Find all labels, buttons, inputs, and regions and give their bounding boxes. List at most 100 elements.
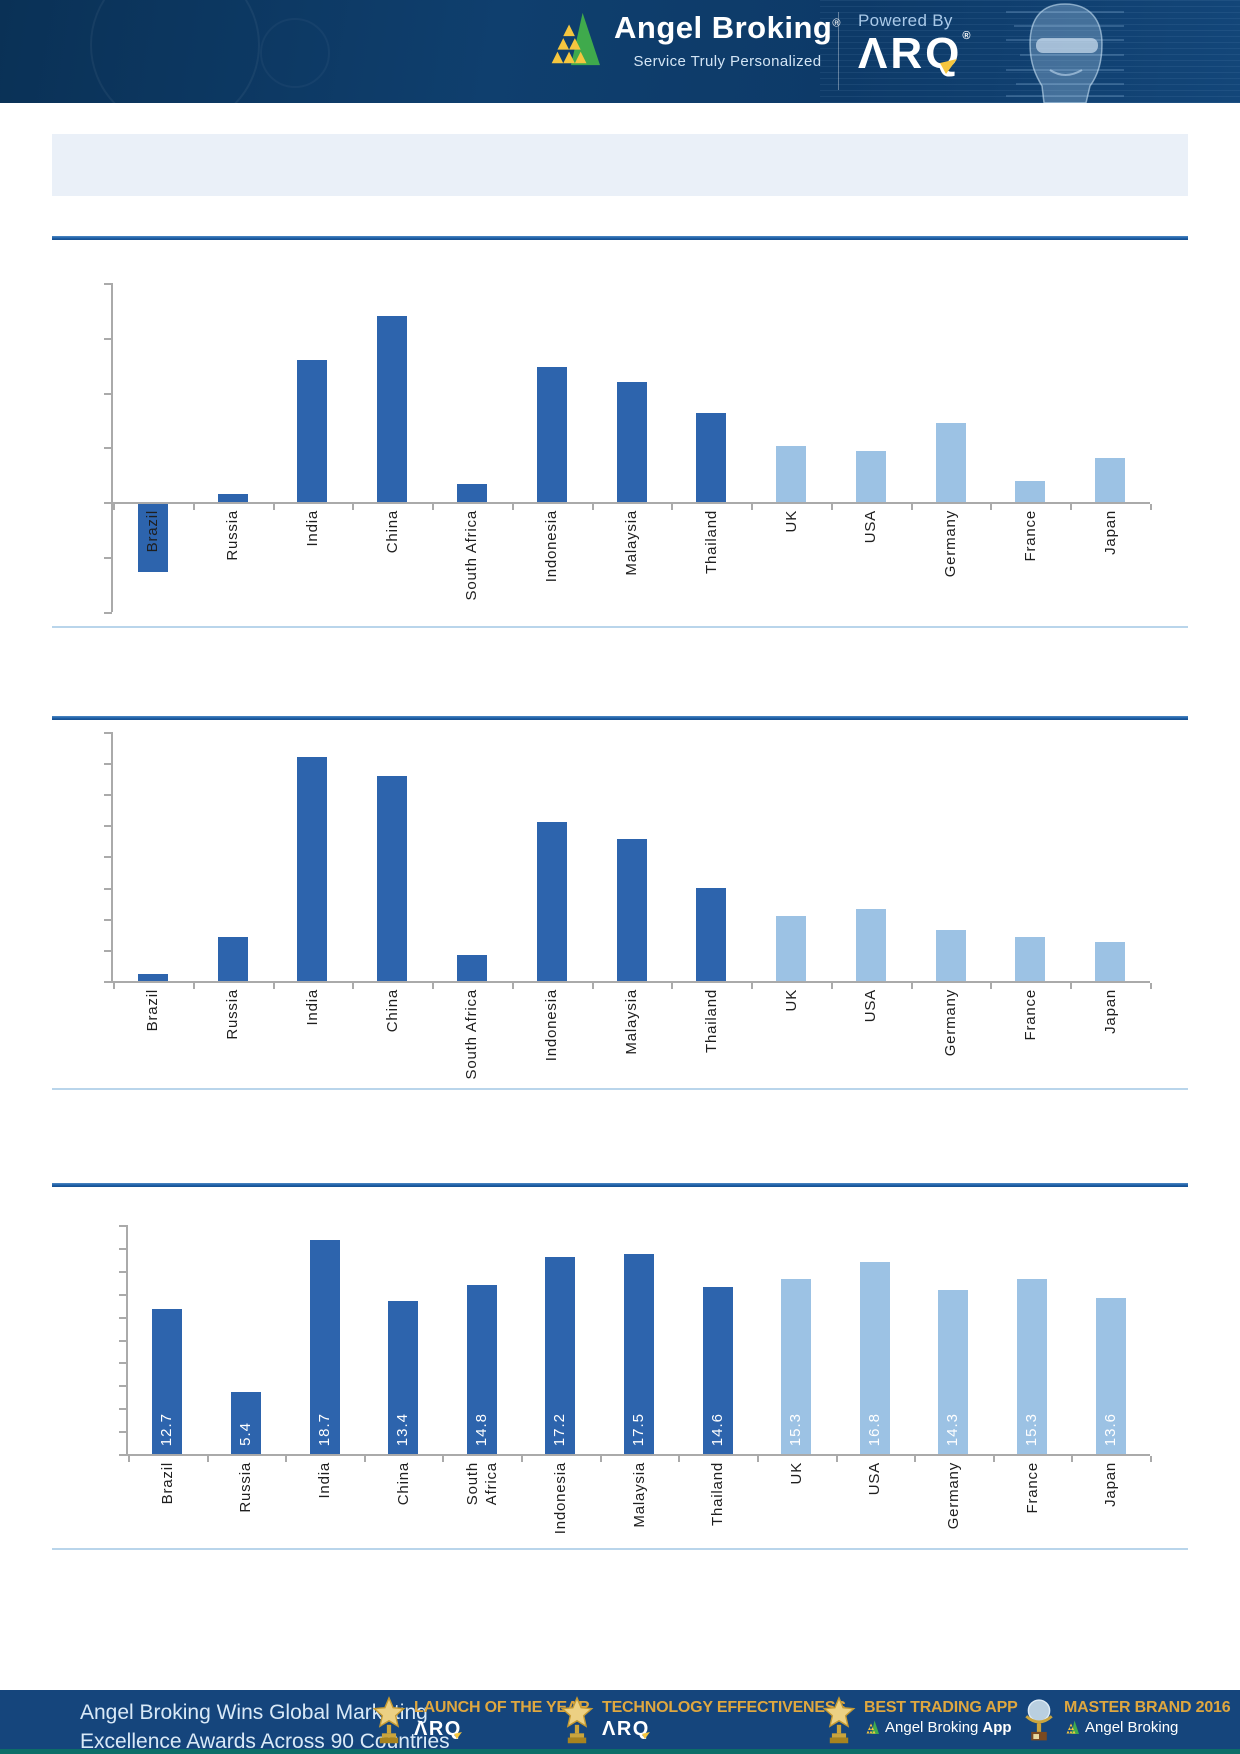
footer-headline: Angel Broking Wins Global Marketing Exce… [80, 1701, 450, 1753]
x-axis [111, 502, 1150, 504]
x-axis-tick [992, 1456, 995, 1462]
x-label-france: France [1021, 989, 1039, 1041]
value-label-china: 13.4 [394, 1412, 412, 1446]
x-label-usa: USA [862, 510, 880, 544]
x-label-france: France [1021, 510, 1039, 562]
hologram-head-icon [1006, 3, 1124, 103]
bar-germany [938, 1290, 969, 1454]
x-axis-tick [599, 1456, 602, 1462]
x-axis-tick [352, 983, 355, 989]
award-title: LAUNCH OF THE YEAR [414, 1699, 590, 1716]
star-trophy-icon [822, 1696, 856, 1744]
award-subtitle-bold: App [982, 1719, 1012, 1736]
bar-china [377, 315, 408, 502]
x-label-indonesia: Indonesia [543, 989, 561, 1062]
bar-japan [1095, 1298, 1126, 1454]
arq-logo-small: ΛRQ [414, 1718, 462, 1740]
arq-bolt-icon [641, 1732, 650, 1739]
bar-russia [217, 493, 248, 502]
x-axis-tick [914, 1456, 917, 1462]
star-trophy-icon [560, 1696, 594, 1744]
x-label-germany: Germany [942, 989, 960, 1057]
y-axis-tick [119, 1454, 127, 1456]
y-axis-tick [104, 611, 112, 614]
y-axis-tick [104, 887, 112, 890]
section-separator-light-1 [52, 626, 1188, 628]
x-label-russia: Russia [224, 510, 242, 561]
y-axis-tick [104, 447, 112, 450]
value-label-malaysia: 17.5 [630, 1412, 647, 1446]
bar-brazil [137, 974, 168, 981]
bar-thailand [702, 1286, 733, 1454]
x-axis-tick [113, 504, 115, 510]
bar-brazil [137, 504, 168, 573]
x-axis-tick [678, 1456, 681, 1462]
y-axis [111, 283, 113, 612]
bar-usa [855, 909, 886, 981]
x-label-thailand: Thailand [702, 510, 720, 574]
y-axis-tick [104, 794, 112, 797]
value-label-india: 18.7 [315, 1412, 333, 1446]
value-label-brazil: 12.7 [158, 1412, 176, 1446]
bar-china [377, 775, 408, 981]
x-label-germany: Germany [944, 1462, 962, 1530]
x-label-indonesia: Indonesia [543, 510, 561, 583]
x-label-china: China [383, 989, 401, 1033]
registered-mark: ® [832, 17, 841, 30]
section-separator-light-3 [52, 1548, 1188, 1550]
x-axis-tick [432, 983, 435, 989]
footer-bar: Angel Broking Wins Global Marketing Exce… [0, 1690, 1240, 1754]
x-axis [111, 981, 1150, 983]
y-axis-tick [104, 392, 112, 395]
angel-logo-icon [1066, 1720, 1079, 1734]
bar-uk [776, 915, 807, 981]
bar-malaysia [616, 381, 647, 502]
section-separator-dark-3 [52, 1183, 1188, 1187]
registered-mark: ® [962, 30, 974, 42]
x-label-brazil: Brazil [158, 1462, 176, 1505]
x-axis-tick [285, 1456, 288, 1462]
x-axis-tick [272, 504, 275, 510]
x-label-south-africa: South Africa [463, 1462, 500, 1506]
bar-india [297, 757, 328, 981]
y-axis-tick [119, 1362, 127, 1365]
section-separator-dark-1 [52, 236, 1188, 240]
x-label-china: China [383, 510, 401, 554]
bar-uk [776, 446, 807, 502]
x-axis [126, 1454, 1150, 1456]
bar-japan [1095, 942, 1126, 981]
y-axis-tick [119, 1247, 127, 1250]
x-axis-tick [1070, 504, 1073, 510]
powered-by-label: Powered By [858, 11, 953, 30]
x-axis-tick [990, 504, 993, 510]
arq-lockup: Powered By ΛRQ® [858, 11, 973, 77]
award-block-master-brand-2016: MASTER BRAND 2016 Angel Broking [1022, 1694, 1231, 1750]
arq-logo: ΛRQ® [858, 29, 974, 78]
y-axis-tick [104, 980, 112, 983]
x-axis-tick [272, 983, 275, 989]
x-axis-tick [1150, 504, 1152, 510]
x-axis-tick [1071, 1456, 1074, 1462]
y-axis-tick [119, 1270, 127, 1273]
bar-south-africa [456, 954, 487, 981]
bar-france [1015, 480, 1046, 502]
y-axis-tick [119, 1385, 127, 1388]
arq-bolt-icon [940, 59, 958, 75]
x-label-japan: Japan [1101, 510, 1119, 555]
x-axis-tick [910, 983, 913, 989]
value-label-thailand: 14.6 [708, 1412, 726, 1446]
x-label-south-africa: South Africa [463, 510, 481, 601]
value-label-france: 15.3 [1023, 1412, 1041, 1446]
bar-thailand [696, 413, 727, 502]
x-axis-tick [671, 983, 674, 989]
x-axis-tick [671, 504, 674, 510]
award-title: TECHNOLOGY EFFECTIVENESS [602, 1699, 846, 1716]
y-axis-tick [104, 732, 112, 734]
bar-south-africa [456, 483, 487, 502]
header-circuit-decoration [260, 18, 330, 88]
y-axis-tick [104, 949, 112, 952]
x-label-uk: UK [782, 510, 800, 533]
bar-indonesia [545, 1257, 576, 1454]
x-label-japan: Japan [1102, 1462, 1120, 1507]
